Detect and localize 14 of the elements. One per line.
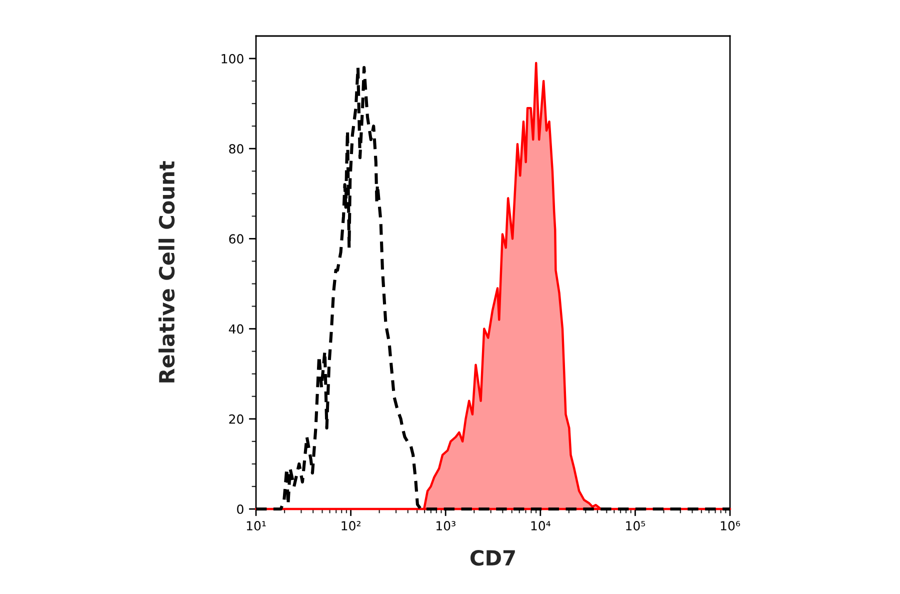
y-tick-label: 0 xyxy=(237,504,244,514)
x-tick-label: 10⁴ xyxy=(531,521,550,530)
y-tick-label: 20 xyxy=(229,414,244,424)
y-tick-label: 80 xyxy=(229,144,244,154)
y-tick-label: 40 xyxy=(228,324,244,334)
y-tick-label: 60 xyxy=(229,234,244,244)
x-tick-label: 10⁶ xyxy=(720,521,740,530)
y-axis-title: Relative Cell Count xyxy=(158,161,175,382)
x-tick-label: 10⁵ xyxy=(626,521,646,530)
y-tick-label: 100 xyxy=(222,54,244,64)
x-tick-label: 10³ xyxy=(436,521,456,530)
x-tick-label: 10¹ xyxy=(246,521,266,530)
x-tick-label: 10² xyxy=(342,521,360,530)
x-axis-title: CD7 xyxy=(470,550,515,566)
